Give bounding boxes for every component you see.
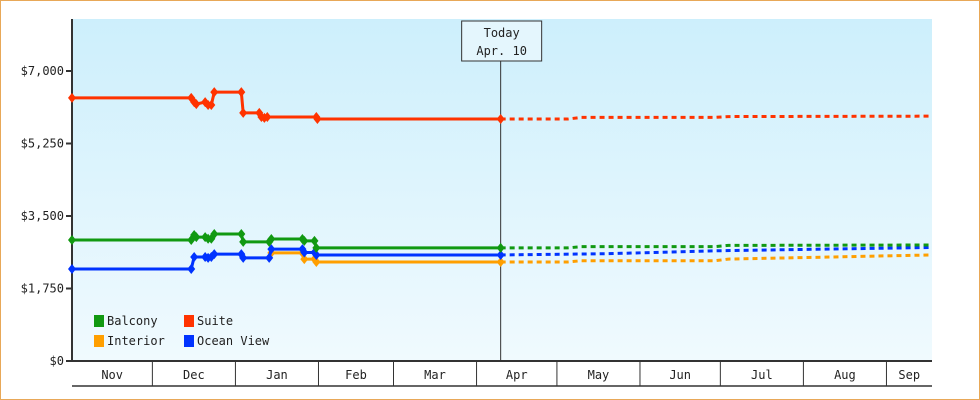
data-point — [237, 87, 246, 98]
data-point — [187, 264, 196, 275]
data-point — [192, 99, 201, 110]
data-point — [210, 249, 219, 260]
data-point — [237, 229, 246, 240]
data-point — [239, 236, 248, 247]
data-point — [312, 249, 321, 260]
series-forecast-suite — [500, 114, 933, 121]
y-tick-label: $7,000 — [21, 64, 64, 78]
data-point — [210, 229, 219, 240]
month-label: Jun — [669, 368, 691, 382]
data-point — [496, 114, 505, 125]
data-point — [300, 254, 309, 265]
data-point — [239, 107, 248, 118]
data-point — [300, 247, 309, 258]
legend-label: Ocean View — [197, 334, 270, 348]
month-label: Nov — [101, 368, 123, 382]
month-label: Feb — [345, 368, 367, 382]
today-label: Today — [484, 26, 520, 40]
data-point — [68, 235, 76, 246]
legend-swatch — [94, 315, 104, 327]
data-point — [300, 235, 309, 246]
data-point — [192, 232, 201, 243]
data-point — [496, 249, 505, 260]
month-label: Jul — [751, 368, 773, 382]
data-point — [496, 256, 505, 267]
plot-area — [72, 19, 932, 361]
data-point — [68, 92, 76, 103]
legend-label: Interior — [107, 334, 165, 348]
month-label: May — [588, 368, 610, 382]
legend-label: Balcony — [107, 314, 158, 328]
legend-swatch — [94, 335, 104, 347]
month-label: Jan — [266, 368, 288, 382]
data-point — [190, 252, 199, 263]
y-tick-label: $5,250 — [21, 137, 64, 151]
today-box — [461, 20, 543, 62]
month-label: Aug — [834, 368, 856, 382]
month-label: Mar — [424, 368, 446, 382]
data-point — [267, 233, 276, 244]
data-point — [496, 242, 505, 253]
data-point — [312, 256, 321, 267]
data-point — [265, 252, 274, 263]
month-label: Apr — [506, 368, 528, 382]
y-tick-label: $1,750 — [21, 282, 64, 296]
data-point — [312, 242, 321, 253]
series-line-interior — [271, 251, 501, 264]
data-point — [313, 114, 322, 125]
data-point — [263, 111, 272, 122]
today-date: Apr. 10 — [476, 44, 527, 58]
legend-swatch — [184, 335, 194, 347]
series-forecast-interior — [500, 253, 933, 264]
y-tick-label: $3,500 — [21, 209, 64, 223]
legend-label: Suite — [197, 314, 233, 328]
series-forecast-balcony — [500, 243, 933, 250]
data-point — [210, 87, 219, 98]
legend-swatch — [184, 315, 194, 327]
month-label: Sep — [898, 368, 920, 382]
data-point — [239, 252, 248, 263]
data-point — [68, 264, 76, 275]
y-tick-label: $0 — [50, 354, 64, 368]
month-label: Dec — [183, 368, 205, 382]
data-point — [207, 99, 216, 110]
